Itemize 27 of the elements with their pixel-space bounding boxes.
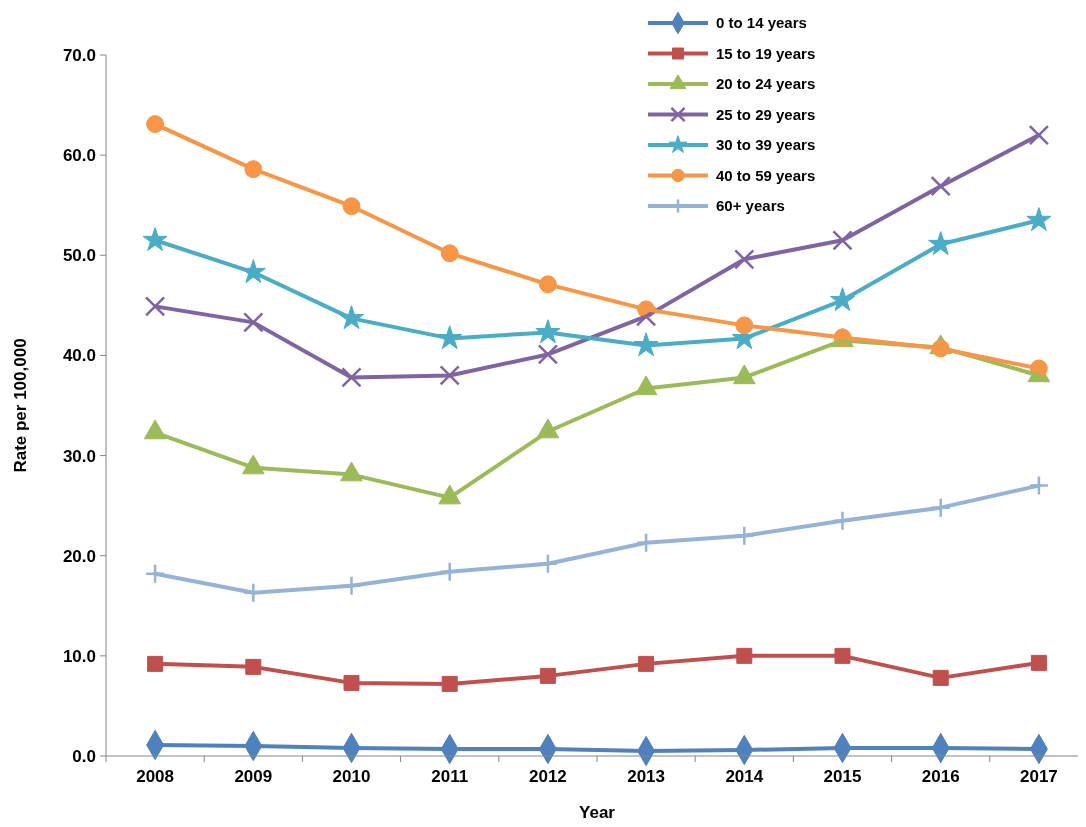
legend-label: 20 to 24 years bbox=[716, 75, 816, 93]
y-tick-label: 70.0 bbox=[62, 45, 96, 65]
x-tick-label: 2016 bbox=[921, 767, 960, 786]
x-tick-label: 2017 bbox=[1019, 767, 1058, 786]
legend-label: 25 to 29 years bbox=[716, 105, 816, 123]
y-tick-label: 50.0 bbox=[62, 246, 96, 266]
y-tick-label: 20.0 bbox=[62, 546, 96, 566]
y-tick-label: 0.0 bbox=[72, 746, 96, 766]
y-axis-title: Rate per 100,000 bbox=[11, 338, 30, 473]
y-tick-label: 30.0 bbox=[62, 446, 96, 466]
x-tick-label: 2011 bbox=[431, 767, 469, 786]
legend-label: 30 to 39 years bbox=[716, 136, 816, 154]
legend-label: 15 to 19 years bbox=[716, 44, 816, 62]
legend-label: 60+ years bbox=[716, 197, 785, 215]
legend-label: 0 to 14 years bbox=[716, 14, 807, 32]
x-tick-label: 2009 bbox=[234, 767, 273, 786]
y-tick-label: 40.0 bbox=[62, 346, 96, 366]
legend-label: 40 to 59 years bbox=[716, 166, 816, 184]
x-tick-label: 2012 bbox=[528, 767, 567, 786]
y-tick-label: 60.0 bbox=[62, 146, 96, 166]
x-tick-label: 2015 bbox=[823, 767, 862, 786]
x-tick-label: 2013 bbox=[627, 767, 666, 786]
x-axis-title: Year bbox=[579, 803, 616, 822]
y-tick-label: 10.0 bbox=[62, 646, 96, 666]
x-tick-label: 2008 bbox=[136, 767, 175, 786]
x-tick-label: 2014 bbox=[725, 767, 764, 786]
x-tick-label: 2010 bbox=[332, 767, 371, 786]
